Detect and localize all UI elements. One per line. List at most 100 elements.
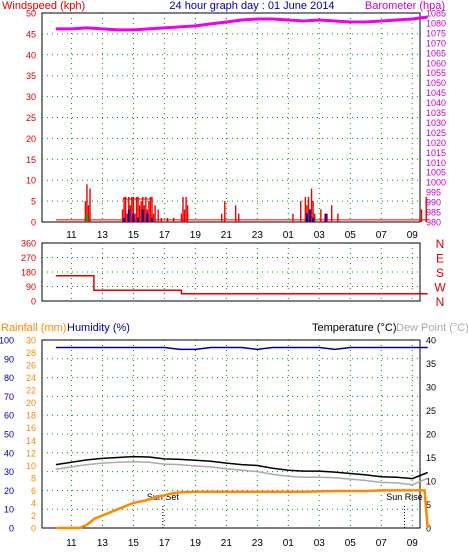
compass-label: E xyxy=(436,252,444,266)
rain-tick-label: 22 xyxy=(26,386,36,396)
humidity-line xyxy=(55,346,428,351)
x-tick-label: 03 xyxy=(314,230,326,241)
wind-tick-label: 50 xyxy=(26,9,36,19)
x-tick-label: 11 xyxy=(66,538,77,549)
rainfall-line xyxy=(55,489,429,530)
baro-tick-label: 1070 xyxy=(426,38,446,48)
temp-tick-label: 15 xyxy=(426,453,436,463)
rain-tick-label: 20 xyxy=(26,398,36,408)
baro-tick-label: 995 xyxy=(426,188,441,198)
x-tick-label: 21 xyxy=(221,230,233,241)
wind-tick-label: 10 xyxy=(26,176,36,186)
baro-tick-label: 1040 xyxy=(426,98,446,108)
baro-tick-label: 1085 xyxy=(426,9,446,19)
compass-label: N xyxy=(436,295,445,309)
direction-tick-label: 90 xyxy=(26,282,36,292)
direction-y-axis: 0 90 180 270 360 xyxy=(21,239,36,307)
rain-tick-label: 24 xyxy=(26,373,36,383)
x-tick-label: 07 xyxy=(376,538,388,549)
baro-tick-label: 1050 xyxy=(426,78,446,88)
humidity-tick-label: 30 xyxy=(4,467,14,477)
temp-tick-label: 10 xyxy=(426,477,436,487)
baro-tick-label: 1030 xyxy=(426,118,446,128)
baro-tick-label: 1000 xyxy=(426,178,446,188)
wind-tick-label: 5 xyxy=(31,197,36,207)
baro-tick-label: 1065 xyxy=(426,48,446,58)
rain-tick-label: 26 xyxy=(26,361,36,371)
wind-series xyxy=(55,184,427,222)
temperature-axis-title: Temperature (°C) xyxy=(312,322,396,334)
rain-tick-label: 12 xyxy=(26,448,36,458)
rain-tick-label: 30 xyxy=(26,336,36,346)
baro-tick-label: 1020 xyxy=(426,138,446,148)
baro-tick-label: 1060 xyxy=(426,58,446,68)
rain-tick-label: 16 xyxy=(26,423,36,433)
rain-tick-label: 4 xyxy=(31,498,36,508)
x-tick-label: 09 xyxy=(407,538,419,549)
windspeed-axis-title: Windspeed (kph) xyxy=(2,0,85,12)
baro-tick-label: 1080 xyxy=(426,18,446,28)
dew-point-line xyxy=(55,460,428,486)
x-tick-label: 13 xyxy=(97,538,109,549)
baro-tick-label: 1015 xyxy=(426,148,446,158)
wind-tick-label: 35 xyxy=(26,71,36,81)
direction-tick-label: 270 xyxy=(21,253,36,263)
temp-tick-label: 20 xyxy=(426,430,436,440)
wind-tick-label: 25 xyxy=(26,113,36,123)
baro-tick-label: 985 xyxy=(426,208,441,218)
direction-tick-label: 360 xyxy=(21,239,36,249)
gust-series xyxy=(85,209,327,222)
rainfall-axis-title: Rainfall (mm) xyxy=(1,322,66,334)
x-tick-label: 23 xyxy=(252,230,264,241)
wind-panel-frame xyxy=(41,12,421,223)
barometer-line xyxy=(55,15,428,32)
baro-tick-label: 1025 xyxy=(426,128,446,138)
x-tick-label: 21 xyxy=(221,538,233,549)
barometer-y-axis: 9809859909951000100510101015102010251030… xyxy=(426,9,446,228)
rain-tick-label: 14 xyxy=(26,436,36,446)
temperature-line xyxy=(55,455,428,480)
humidity-tick-label: 40 xyxy=(4,448,14,458)
humidity-tick-label: 50 xyxy=(4,430,14,440)
rain-tick-label: 2 xyxy=(31,511,36,521)
humidity-axis-title: Humidity (%) xyxy=(67,322,130,334)
baro-tick-label: 1055 xyxy=(426,68,446,78)
sun-rise-label: Sun Rise xyxy=(386,492,423,502)
wind-panel-grid xyxy=(42,13,420,222)
direction-panel-grid xyxy=(42,243,420,301)
baro-tick-label: 1075 xyxy=(426,28,446,38)
humidity-tick-label: 90 xyxy=(4,354,14,364)
rain-tick-label: 28 xyxy=(26,348,36,358)
x-tick-label: 01 xyxy=(283,538,295,549)
temperature-y-axis: 0 5 10 15 20 25 30 35 40 xyxy=(426,336,436,534)
x-tick-label: 19 xyxy=(190,538,202,549)
wind-direction-line xyxy=(55,274,428,295)
wind-tick-label: 40 xyxy=(26,50,36,60)
rain-tick-label: 10 xyxy=(26,461,36,471)
rain-panel-grid xyxy=(42,340,420,528)
rain-panel-frame xyxy=(41,339,421,529)
baro-tick-label: 990 xyxy=(426,198,441,208)
dew-point-axis-title: Dew Point (°C) xyxy=(396,322,468,334)
x-tick-label: 15 xyxy=(128,230,140,241)
x-tick-label: 13 xyxy=(97,230,109,241)
baro-tick-label: 1045 xyxy=(426,88,446,98)
baro-tick-label: 980 xyxy=(426,218,441,228)
direction-panel-frame xyxy=(41,242,421,302)
x-tick-label: 07 xyxy=(376,230,388,241)
x-tick-label: 23 xyxy=(252,538,264,549)
x-tick-label: 05 xyxy=(345,538,357,549)
humidity-tick-label: 0 xyxy=(9,524,14,534)
x-tick-label: 05 xyxy=(345,230,357,241)
wind-tick-label: 0 xyxy=(31,218,36,228)
wind-y-axis: 0 5 10 15 20 25 30 35 40 45 50 xyxy=(26,9,36,228)
humidity-tick-label: 10 xyxy=(4,505,14,515)
barometer-axis-title: Barometer (hpa) xyxy=(365,0,445,12)
compass-label: N xyxy=(436,237,445,251)
temp-tick-label: 30 xyxy=(426,383,436,393)
temp-tick-label: 5 xyxy=(426,500,431,510)
